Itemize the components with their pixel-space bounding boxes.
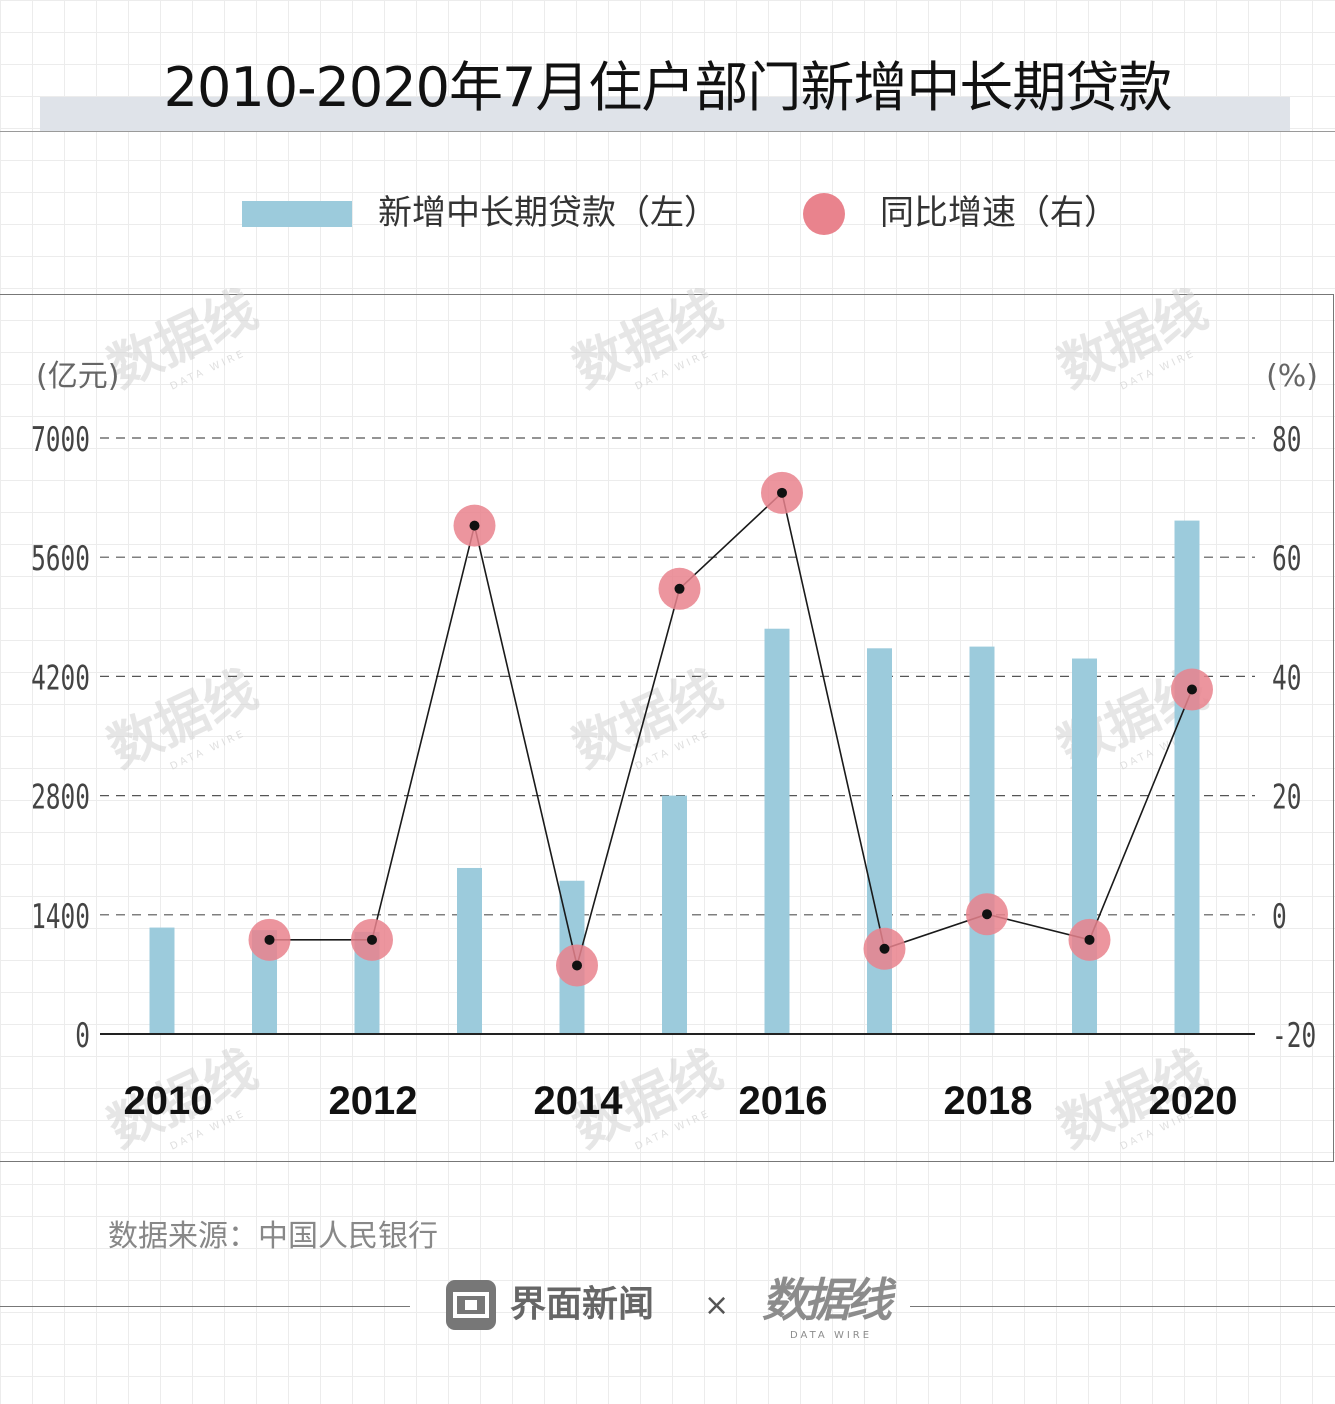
right-tick-label: 60 (1272, 539, 1301, 578)
left-tick-label: 4200 (31, 658, 90, 697)
bar-2015 (662, 795, 687, 1034)
x-tick-label-2014: 2014 (534, 1079, 624, 1123)
brand-logo-icon (446, 1280, 496, 1330)
title-band (40, 97, 1290, 131)
right-tick-label: 0 (1272, 897, 1287, 936)
growth-point-2011 (264, 934, 275, 945)
growth-line (248, 471, 1213, 987)
right-tick-label: 40 (1272, 658, 1301, 697)
legend-dot-swatch (803, 193, 845, 235)
x-tick-label-2012: 2012 (329, 1079, 418, 1123)
growth-point-2013 (469, 520, 480, 531)
bar-2010 (149, 927, 175, 1034)
growth-point-2019 (1084, 934, 1095, 945)
legend-bar-swatch (242, 201, 352, 227)
left-axis-unit: (亿元) (36, 359, 119, 394)
legend: 新增中长期贷款（左） 同比增速（右） (0, 186, 1335, 240)
legend-bar-label: 新增中长期贷款（左） (378, 193, 718, 233)
right-tick-label: -20 (1272, 1016, 1316, 1055)
footer-rule-right (910, 1306, 1335, 1307)
left-tick-label: 5600 (31, 539, 90, 578)
bar-2019 (1072, 658, 1097, 1034)
partner-logo-sub: DATA WIRE (790, 1330, 873, 1341)
brand-name: 界面新闻 (510, 1284, 655, 1325)
right-tick-label: 20 (1272, 778, 1301, 817)
left-tick-label: 0 (75, 1016, 90, 1055)
growth-point-2016 (777, 487, 787, 498)
footer-rule-left (0, 1306, 410, 1307)
bar-2016 (764, 628, 790, 1034)
legend-dot-label: 同比增速（右） (880, 193, 1118, 233)
bar-2013 (457, 867, 482, 1034)
right-axis-unit: (%) (1266, 359, 1318, 394)
left-tick-label: 7000 (31, 420, 90, 459)
growth-point-2018 (982, 909, 992, 920)
left-tick-label: 1400 (31, 897, 90, 936)
collab-symbol: × (704, 1288, 730, 1323)
x-tick-label-2018: 2018 (944, 1079, 1033, 1123)
bar-2017 (867, 648, 892, 1034)
growth-point-2015 (674, 583, 685, 594)
plot-frame (0, 294, 1334, 1162)
title-rule (0, 131, 1335, 132)
chart-title: 2010-2020年7月住户部门新增中长期贷款 (163, 56, 1173, 119)
x-tick-label-2010: 2010 (124, 1079, 213, 1123)
growth-point-2017 (879, 943, 890, 954)
growth-point-2014 (572, 960, 582, 971)
x-tick-label-2020: 2020 (1149, 1079, 1238, 1123)
growth-point-2020 (1187, 684, 1197, 695)
partner-logo: 数据线 (762, 1273, 892, 1327)
bar-2020 (1174, 520, 1200, 1034)
right-tick-label: 80 (1272, 420, 1301, 459)
axes: 0 1400 2800 4200 5600 7000 -20 0 20 40 60 80 (亿元) (%)… (31, 359, 1318, 1123)
data-source: 数据来源：中国人民银行 (108, 1219, 438, 1254)
growth-polyline (269, 491, 1193, 966)
left-tick-label: 2800 (31, 778, 90, 817)
bar-2018 (969, 646, 995, 1034)
x-tick-label-2016: 2016 (739, 1079, 828, 1123)
growth-point-2012 (367, 934, 377, 945)
